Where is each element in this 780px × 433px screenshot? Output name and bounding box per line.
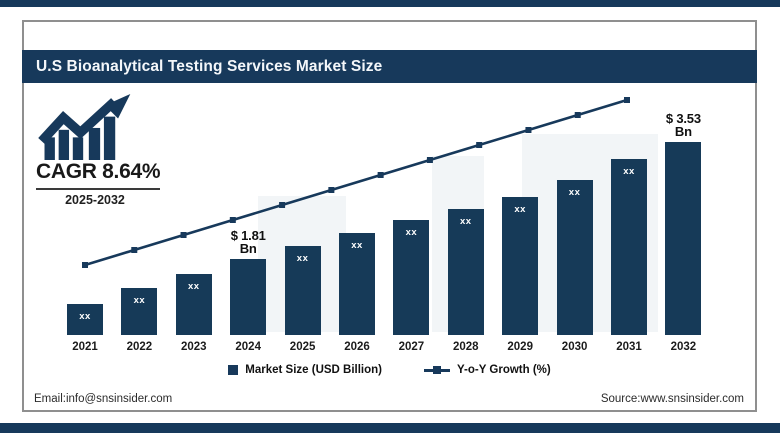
page-title: U.S Bioanalytical Testing Services Marke…	[36, 57, 383, 75]
cagr-value: CAGR 8.64%	[36, 160, 161, 190]
x-axis-label-2023: 2023	[181, 341, 207, 353]
x-axis-label-2029: 2029	[507, 341, 533, 353]
x-axis-label-2024: 2024	[235, 341, 261, 353]
bar-value-placeholder: xx	[133, 295, 146, 306]
line-marker-icon	[424, 365, 451, 374]
footer-source: Source:www.snsinsider.com	[600, 393, 744, 405]
bar-value-placeholder: xx	[514, 204, 526, 215]
x-axis-label-2022: 2022	[126, 341, 153, 353]
cagr-period: 2025-2032	[65, 193, 125, 207]
bar-2025: xx	[284, 246, 321, 335]
cagr-block: CAGR 8.64% 2025-2032	[36, 94, 166, 207]
bar-2023: xx	[175, 274, 212, 335]
title-bar: U.S Bioanalytical Testing Services Marke…	[22, 50, 757, 83]
legend-label-yoy-growth: Y-o-Y Growth (%)	[457, 364, 551, 376]
legend-label-market-size: Market Size (USD Billion)	[245, 364, 383, 376]
x-axis-label-2021: 2021	[72, 341, 98, 353]
bar-2021: xx	[67, 304, 103, 335]
bar-value-placeholder: xx	[623, 166, 635, 177]
bar-2022: xx	[121, 288, 158, 335]
bar-value-placeholder: xx	[188, 281, 200, 292]
legend-item-market-size: Market Size (USD Billion)	[228, 364, 382, 376]
bar-value-placeholder: xx	[79, 311, 91, 322]
footer-email: Email:info@snsinsider.com	[34, 393, 173, 405]
x-axis-label-2032: 2032	[670, 341, 697, 353]
bottom-strip	[0, 423, 780, 433]
bar-2027: xx	[393, 220, 430, 335]
x-axis-label-2027: 2027	[398, 341, 425, 353]
bar-2031: xx	[611, 159, 647, 335]
bar-value-placeholder: xx	[351, 240, 363, 251]
bar-value-placeholder: xx	[296, 253, 309, 264]
legend-item-yoy-growth: Y-o-Y Growth (%)	[424, 364, 551, 376]
growth-chart-icon	[38, 94, 131, 160]
bar-2030: xx	[556, 180, 593, 335]
bar-2029: xx	[502, 197, 539, 335]
value-label-2024: $ 1.81 Bn	[230, 228, 266, 256]
chart-legend: Market Size (USD Billion) Y-o-Y Growth (…	[22, 360, 757, 380]
bar-value-placeholder: xx	[568, 187, 581, 198]
bar-value-placeholder: xx	[460, 216, 472, 227]
x-axis-label-2026: 2026	[344, 341, 370, 353]
x-axis-label-2028: 2028	[453, 341, 479, 353]
value-label-2032: $ 3.53 Bn	[665, 111, 701, 139]
bar-2024	[230, 259, 267, 335]
top-strip	[0, 0, 780, 7]
x-axis-label-2025: 2025	[289, 341, 316, 353]
x-axis-label-2030: 2030	[561, 341, 588, 353]
bar-2032	[665, 142, 702, 335]
bar-2026: xx	[339, 233, 375, 335]
x-axis-label-2031: 2031	[616, 341, 642, 353]
bar-2028: xx	[447, 209, 484, 335]
bar-value-placeholder: xx	[405, 227, 418, 238]
bar-swatch-icon	[228, 365, 239, 375]
